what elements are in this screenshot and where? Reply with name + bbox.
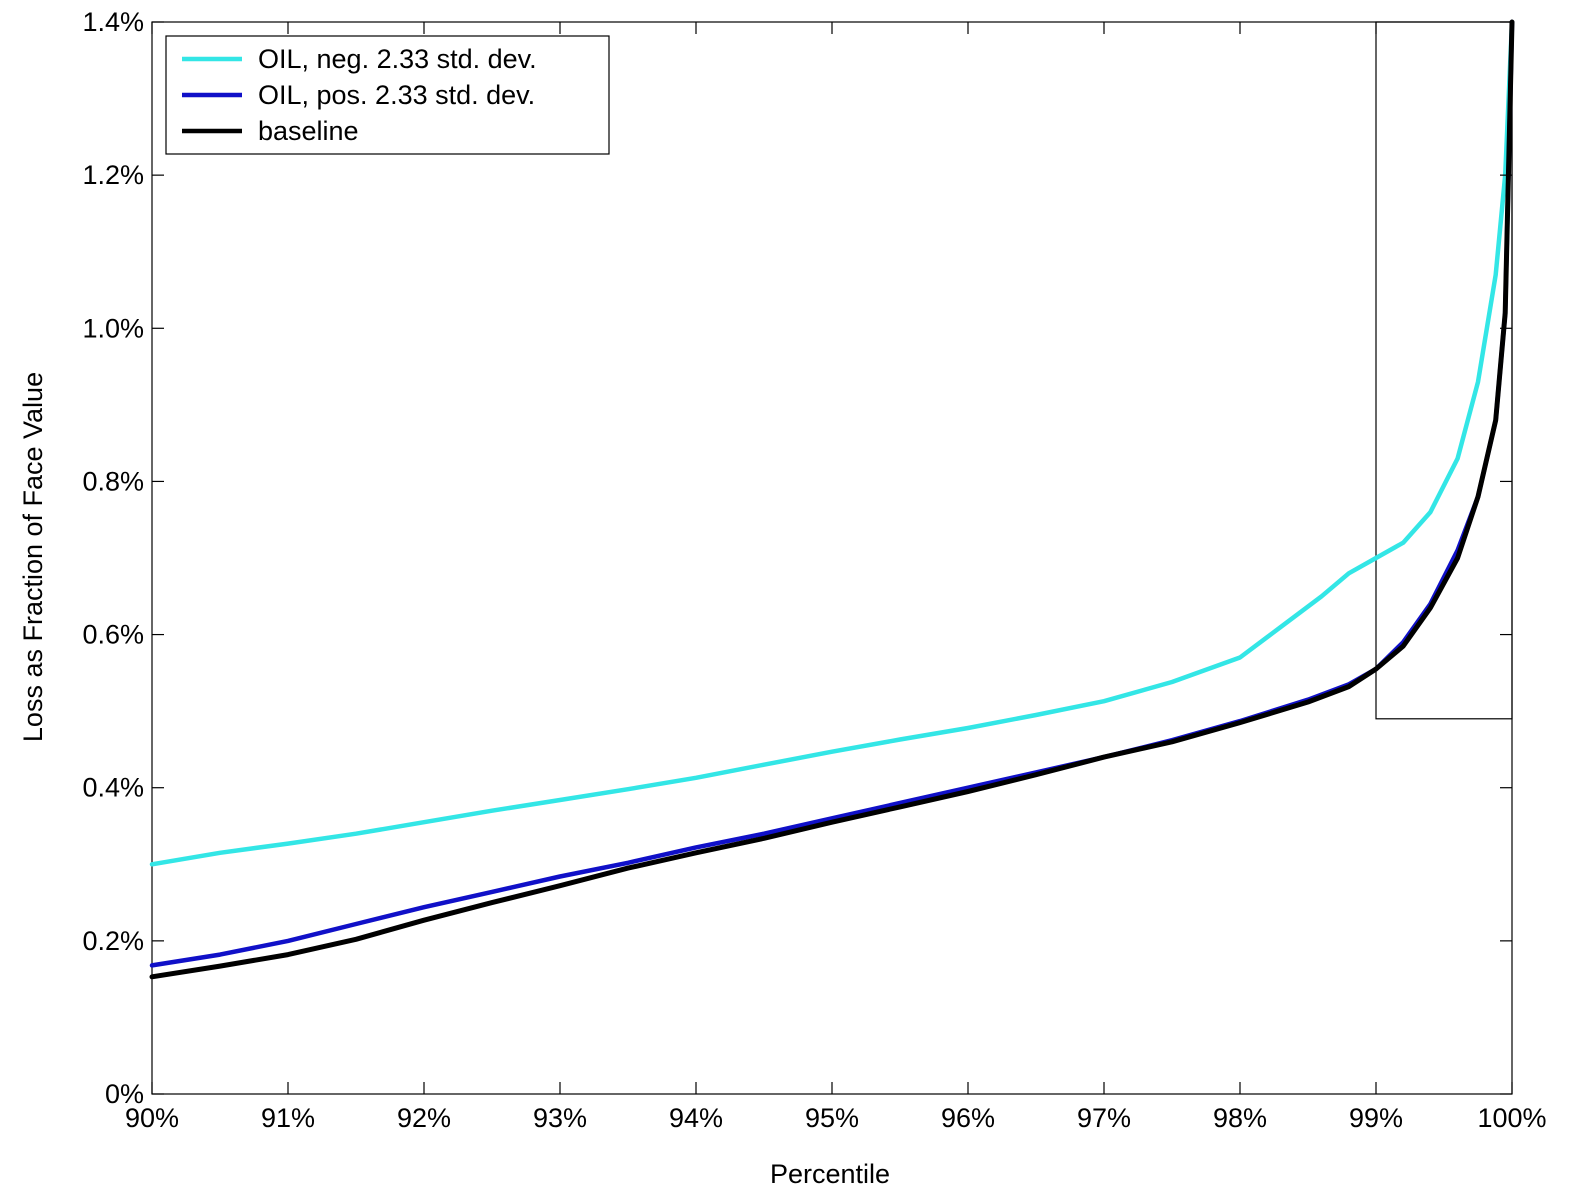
- axes-layer: 90% 91% 92% 93% 94% 95% 96% 97% 98% 99% 100% 0% 0.2%…: [82, 7, 1546, 1133]
- y-tick-label: 1.0%: [82, 313, 144, 343]
- x-tick-label: 97%: [1077, 1103, 1131, 1133]
- x-axis-label: Percentile: [770, 1159, 890, 1189]
- inset-box: [1375, 21, 1513, 720]
- x-tick-label: 93%: [533, 1103, 587, 1133]
- legend-label-2: OIL, pos. 2.33 std. dev.: [258, 80, 535, 110]
- x-tick-label: 100%: [1477, 1103, 1546, 1133]
- x-tick-label: 98%: [1213, 1103, 1267, 1133]
- legend: OIL, neg. 2.33 std. dev. OIL, pos. 2.33 s…: [165, 35, 610, 155]
- y-tick-label: 0.6%: [82, 620, 144, 650]
- x-tick-label: 96%: [941, 1103, 995, 1133]
- y-tick-label: 0%: [105, 1079, 144, 1109]
- legend-label-3: baseline: [258, 116, 359, 146]
- series-line-1: [149, 19, 1515, 867]
- y-tick-label: 0.8%: [82, 466, 144, 496]
- x-tick-label: 90%: [125, 1103, 179, 1133]
- plot-area: [151, 21, 1513, 1095]
- y-tick-label: 1.4%: [82, 7, 144, 37]
- y-tick-label: 0.2%: [82, 926, 144, 956]
- x-tick-label: 99%: [1349, 1103, 1403, 1133]
- x-tick-label: 94%: [669, 1103, 723, 1133]
- y-tick-label: 0.4%: [82, 773, 144, 803]
- x-tick-label: 92%: [397, 1103, 451, 1133]
- x-tick-label: 91%: [261, 1103, 315, 1133]
- plot-frame: [151, 21, 1513, 1095]
- x-tick-label: 95%: [805, 1103, 859, 1133]
- legend-label-1: OIL, neg. 2.33 std. dev.: [258, 44, 537, 74]
- y-axis-label: Loss as Fraction of Face Value: [18, 372, 48, 742]
- series-layer: [149, 19, 1515, 980]
- y-tick-label: 1.2%: [82, 160, 144, 190]
- series-line-3: [149, 19, 1515, 980]
